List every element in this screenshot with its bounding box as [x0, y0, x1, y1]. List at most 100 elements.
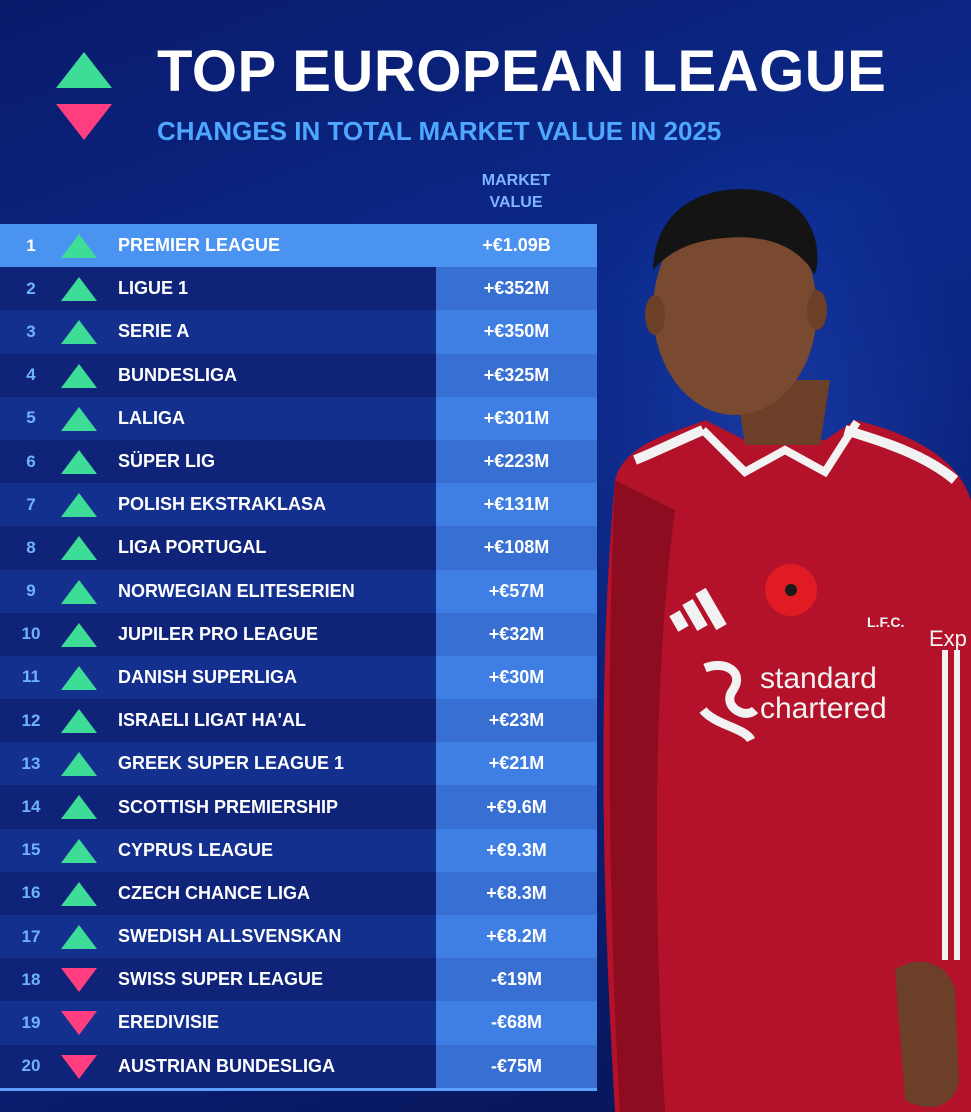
rank-number: 15: [21, 840, 41, 860]
up-triangle-icon: [61, 579, 97, 604]
sleeve-stripes: [942, 650, 960, 960]
market-value: +€23M: [488, 710, 545, 731]
rank-number: 8: [26, 537, 36, 557]
sponsor-line1: standard: [760, 662, 877, 695]
logo-down-triangle-icon: [56, 104, 112, 140]
up-down-arrows-logo: [56, 52, 112, 140]
rank-number: 20: [21, 1056, 41, 1076]
up-triangle-icon: [61, 709, 97, 734]
value-cell-background: [436, 310, 597, 354]
up-triangle-icon: [61, 234, 97, 258]
rank-number: 11: [22, 667, 40, 687]
up-triangle-icon: [61, 622, 97, 647]
rank-number: 3: [26, 321, 36, 341]
league-table: 1 PREMIER LEAGUE +€1.09B 2 LIGUE 1 +€352M 3 SER…: [0, 224, 597, 1088]
league-name: SWISS SUPER LEAGUE: [118, 969, 324, 990]
value-cell-background: [436, 439, 597, 484]
up-triangle-icon: [61, 406, 97, 431]
shirt-shape: [603, 420, 971, 1112]
rank-number: 7: [26, 494, 36, 514]
rank-number: 1: [26, 235, 36, 255]
market-value: +€1.09B: [482, 235, 551, 256]
rank-number: 12: [21, 710, 41, 730]
table-row: 6 SÜPER LIG +€223M: [0, 439, 597, 484]
poppy-center: [785, 584, 797, 596]
table-row: 7 POLISH EKSTRAKLASA +€131M: [0, 483, 597, 527]
market-value: +€352M: [483, 278, 550, 299]
column-header-line1: MARKET: [481, 172, 551, 189]
up-triangle-icon: [61, 320, 97, 345]
value-cell-background: [436, 655, 597, 700]
shirt-trim-left: [633, 425, 705, 465]
logo-up-triangle-icon: [56, 52, 112, 88]
value-cell-background: [436, 396, 597, 440]
league-name: LALIGA: [118, 407, 185, 428]
up-triangle-icon: [61, 449, 97, 474]
rank-number: 18: [21, 969, 41, 989]
rank-number: 9: [26, 581, 36, 601]
up-triangle-icon: [61, 838, 97, 863]
table-row: 16 CZECH CHANCE LIGA +€8.3M: [0, 871, 597, 915]
table-row: 10 JUPILER PRO LEAGUE +€32M: [0, 612, 597, 656]
league-name: GREEK SUPER LEAGUE 1: [118, 753, 345, 774]
up-triangle-icon: [61, 493, 97, 518]
league-name: EREDIVISIE: [118, 1012, 220, 1033]
market-value: +€9.3M: [486, 839, 547, 860]
value-cell-background: [436, 915, 597, 959]
up-triangle-icon: [61, 881, 97, 906]
value-cell-background: [436, 483, 597, 527]
value-cell-background: [436, 526, 597, 570]
rank-number: 2: [26, 278, 36, 298]
value-cell-background: [436, 958, 597, 1002]
rank-number: 6: [26, 451, 36, 471]
up-triangle-icon: [61, 363, 97, 388]
table-row: 9 NORWEGIAN ELITESERIEN +€57M: [0, 569, 597, 613]
market-value: +€32M: [488, 623, 545, 644]
sleeve-text: Exp: [929, 626, 967, 651]
value-cell-background: [436, 871, 597, 915]
value-cell-background: [436, 569, 597, 613]
rank-number: 5: [26, 408, 36, 428]
league-name: NORWEGIAN ELITESERIEN: [118, 580, 355, 601]
market-value: +€57M: [488, 580, 545, 601]
league-name: ISRAELI LIGAT HA'AL: [118, 710, 306, 731]
league-name: AUSTRIAN BUNDESLIGA: [118, 1055, 336, 1076]
down-triangle-icon: [61, 1011, 97, 1036]
up-triangle-icon: [61, 536, 97, 561]
rank-number: 16: [21, 883, 41, 903]
up-triangle-icon: [61, 795, 97, 820]
table-row: 14 SCOTTISH PREMIERSHIP +€9.6M: [0, 785, 597, 829]
market-value: +€131M: [483, 494, 550, 515]
league-name: SÜPER LIG: [118, 451, 216, 472]
table-row: 12 ISRAELI LIGAT HA'AL +€23M: [0, 699, 597, 743]
value-cell-background: [436, 785, 597, 829]
value-cell-background: [436, 828, 597, 872]
left-ear: [645, 295, 665, 335]
market-value: -€68M: [490, 1012, 543, 1033]
shirt-trim-right: [843, 425, 959, 484]
market-value: +€8.3M: [486, 882, 547, 903]
table-row: 11 DANISH SUPERLIGA +€30M: [0, 655, 597, 700]
standard-chartered-logo-icon: [699, 660, 759, 743]
column-header-line2: VALUE: [489, 194, 543, 211]
table-bottom-border: [0, 1088, 597, 1091]
market-value: +€30M: [488, 666, 545, 687]
rank-number: 19: [21, 1012, 41, 1032]
table-row: 3 SERIE A +€350M: [0, 310, 597, 354]
market-value: -€75M: [490, 1055, 543, 1076]
league-name: JUPILER PRO LEAGUE: [118, 623, 319, 644]
rank-number: 17: [21, 926, 41, 946]
right-ear: [807, 290, 827, 330]
player-photo: L.F.C. standard chartered Exp: [603, 189, 971, 1112]
table-row: 20 AUSTRIAN BUNDESLIGA -€75M: [0, 1044, 597, 1088]
market-value: +€9.6M: [486, 796, 547, 817]
down-triangle-icon: [61, 1054, 97, 1079]
up-triangle-icon: [61, 665, 97, 690]
market-value: +€223M: [483, 451, 550, 472]
adidas-logo-icon: [669, 587, 727, 632]
value-cell-background: [436, 353, 597, 397]
page-subtitle: CHANGES IN TOTAL MARKET VALUE IN 2025: [157, 116, 722, 146]
table-row: 17 SWEDISH ALLSVENSKAN +€8.2M: [0, 915, 597, 959]
table-row: 18 SWISS SUPER LEAGUE -€19M: [0, 958, 597, 1002]
hand-shape: [895, 961, 959, 1107]
